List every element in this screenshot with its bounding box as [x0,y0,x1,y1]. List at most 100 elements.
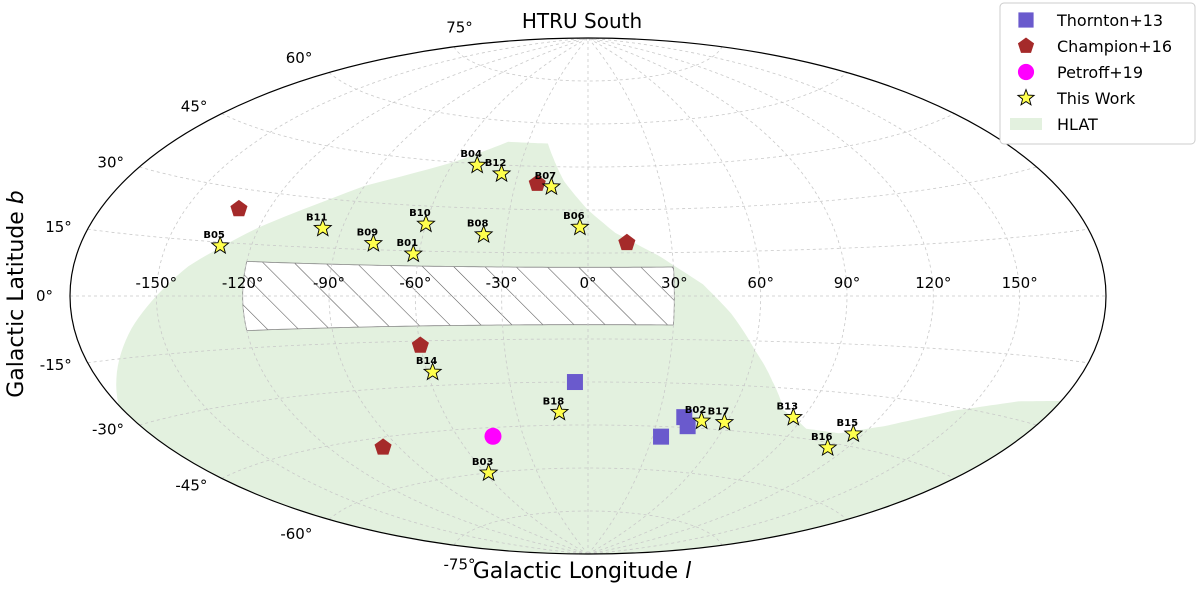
source-label: B06 [563,211,585,222]
source-label: B11 [306,212,328,223]
petroff-19-point [484,427,502,445]
x-tick-label: -60° [399,274,431,292]
this-work-point [478,462,499,482]
this-work-point [549,402,570,421]
champion-16-point [374,438,392,455]
x-tick-label: 30° [661,274,688,292]
legend-swatch-thornton-13 [1018,12,1034,28]
this-work-point [783,407,803,426]
this-work-point [467,154,487,174]
source-label: B16 [811,432,833,443]
this-work-point [363,233,384,252]
x-tick-label: 120° [915,274,951,292]
this-work-point [491,163,512,183]
hatched-region [242,260,675,332]
champion-16-point [411,336,429,353]
source-label: B14 [416,356,438,367]
y-tick-label: 0° [36,287,53,305]
y-tick-label: -75° [444,556,476,574]
parallel-gridline [139,166,1037,211]
parallel-gridline [221,113,955,168]
x-tick-label: 60° [747,274,774,292]
meridian-gridline [501,38,589,554]
meridian-gridline [587,38,675,554]
x-axis-label: Galactic Longitude l [473,559,692,584]
x-tick-label: -150° [136,274,178,292]
this-work-point [714,412,735,431]
this-work-point [817,437,838,457]
source-label: B07 [535,171,557,182]
source-label: B08 [467,219,489,230]
x-tick-label: -90° [313,274,345,292]
source-label: B18 [543,396,565,407]
legend-swatch-hlat [1010,118,1042,130]
thornton-13-point [653,428,670,445]
y-tick-label: 30° [97,154,124,172]
parallel-gridline [87,338,1089,364]
parallel-gridline [87,228,1089,254]
legend-label-petroff-19: Petroff+19 [1057,63,1143,82]
thornton-13-point [566,374,583,391]
this-work-point [473,224,494,244]
y-tick-label: -30° [92,420,124,438]
source-label: B15 [837,418,859,429]
parallel-gridline [453,46,723,82]
meridian-gridline [242,38,589,554]
y-tick-label: 60° [286,49,313,67]
source-label: B17 [708,406,730,417]
this-work-point [843,423,864,443]
source-label: B03 [472,457,494,468]
legend-label-champion-16: Champion+16 [1057,37,1172,56]
champion-16-point [230,199,248,217]
source-label: B02 [685,405,707,416]
parallel-gridline [221,424,955,479]
source-label: B12 [485,158,507,169]
legend-swatch-petroff-19 [1017,63,1035,81]
legend-label-thornton-13: Thornton+13 [1056,11,1163,30]
legend-swatch-champion-16 [1017,37,1035,53]
this-work-point [313,218,333,237]
champion-16-point [618,233,636,251]
legend-label-this-work: This Work [1056,89,1136,108]
y-tick-label: -45° [175,477,207,495]
chart-title: HTRU South [522,9,642,33]
y-axis-label: Galactic Latitude b [4,190,29,398]
x-tick-label: 150° [1002,274,1038,292]
source-label: B10 [409,208,431,219]
source-label: B05 [203,230,225,241]
legend-swatch-this-work [1016,88,1036,106]
map-border [69,37,1107,555]
parallel-gridline [139,381,1037,426]
source-label: B09 [357,227,379,238]
legend: Thornton+13 Champion+16 Petroff+19 This Wor… [999,2,1196,145]
legend-frame [999,2,1196,145]
this-work-point [210,235,230,255]
source-label: B01 [397,238,419,249]
parallel-gridline [328,467,848,520]
this-work-point [691,410,712,430]
this-work-point [422,361,443,381]
y-tick-label: -60° [280,525,312,543]
parallel-gridline [328,72,848,125]
thornton-13-point [679,418,696,435]
this-work-point [541,176,562,196]
y-tick-label: 45° [181,97,208,115]
meridian-gridline [414,38,589,554]
hlat-region [116,141,1062,554]
x-tick-label: 90° [834,274,861,292]
x-tick-label: -120° [222,274,264,292]
this-work-point [416,213,436,233]
x-tick-label: -30° [486,274,518,292]
champion-16-point [528,174,546,191]
this-work-point [570,216,590,236]
y-tick-label: 15° [45,218,72,236]
legend-label-hlat: HLAT [1057,115,1098,134]
this-work-point [403,243,424,263]
x-tick-label: 0° [579,274,596,292]
y-tick-label: 75° [446,18,473,36]
y-tick-label: -15° [40,356,72,374]
source-label: B13 [776,401,798,412]
source-label: B04 [460,149,482,160]
